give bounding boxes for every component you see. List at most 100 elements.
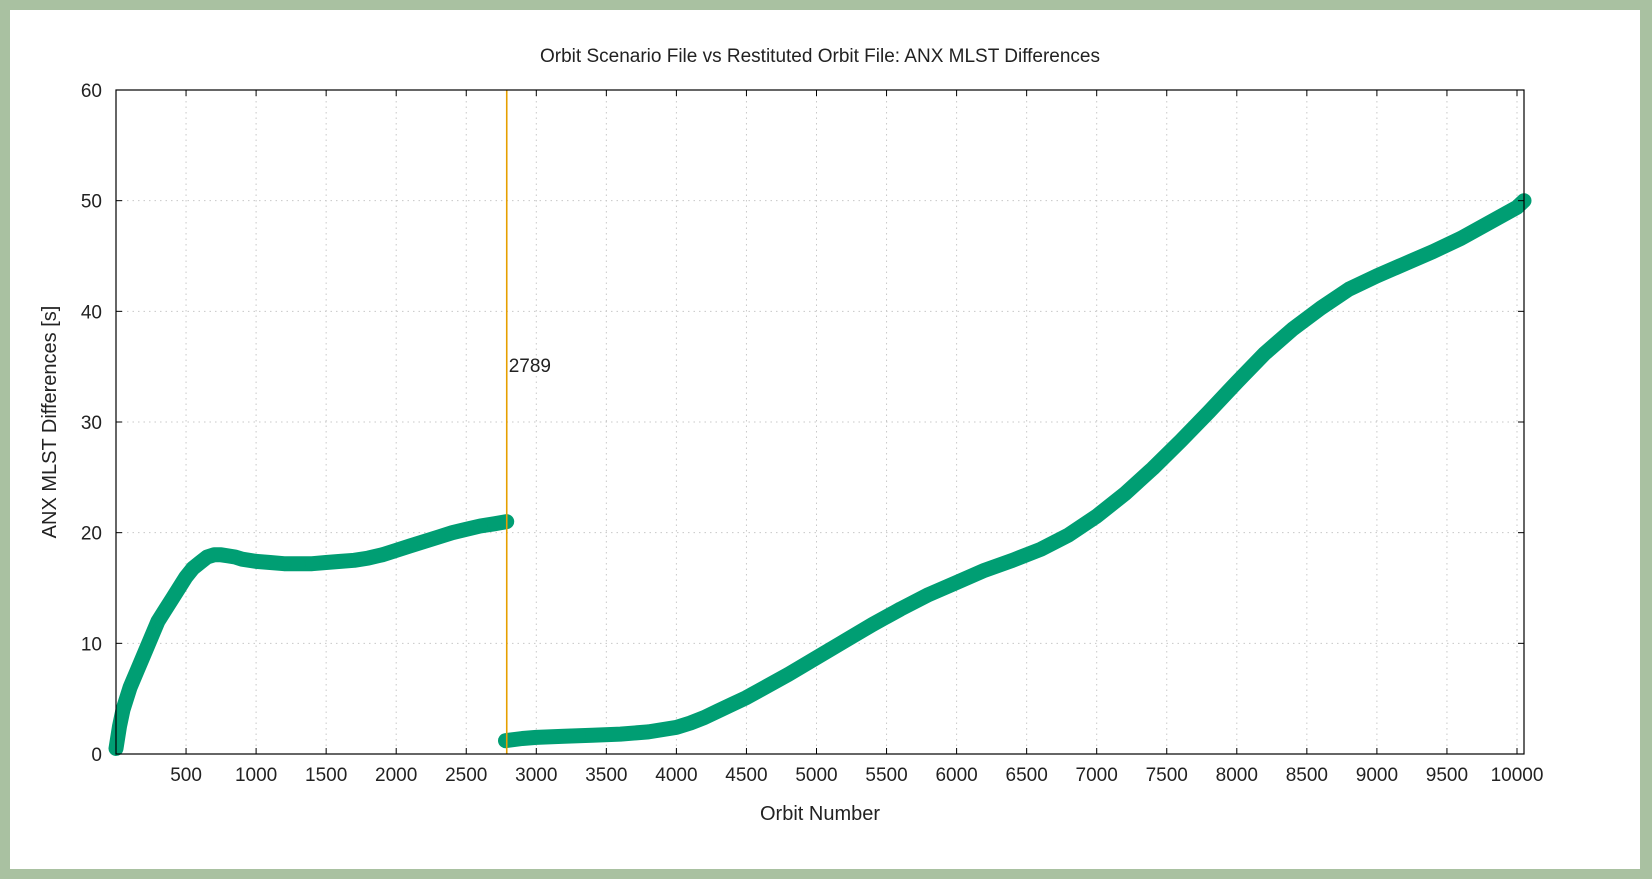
data-point bbox=[1061, 527, 1076, 542]
data-point bbox=[235, 552, 250, 567]
data-point bbox=[1145, 461, 1160, 476]
data-point bbox=[1229, 375, 1244, 390]
x-tick-label: 1000 bbox=[235, 765, 277, 786]
data-point bbox=[893, 602, 908, 617]
y-tick-label: 60 bbox=[81, 81, 102, 102]
data-point bbox=[921, 587, 936, 602]
data-point bbox=[1341, 282, 1356, 297]
chart-title: Orbit Scenario File vs Restituted Orbit … bbox=[540, 46, 1100, 67]
data-point bbox=[1033, 542, 1048, 557]
data-point bbox=[1201, 405, 1216, 420]
chart-canvas: 2789 500 1000 1500 2000 2500 3000 3500 4000 4500… bbox=[39, 46, 1544, 825]
data-point bbox=[403, 538, 418, 553]
x-tick-label: 3500 bbox=[585, 765, 627, 786]
data-point bbox=[487, 516, 502, 531]
x-tick-label: 10000 bbox=[1491, 765, 1544, 786]
data-point bbox=[158, 603, 173, 618]
data-point bbox=[361, 551, 376, 566]
marker-label: 2789 bbox=[509, 356, 551, 377]
data-series-1 bbox=[108, 514, 515, 756]
data-point bbox=[529, 730, 544, 745]
data-point bbox=[697, 710, 712, 725]
tick-layer: 500 1000 1500 2000 2500 3000 3500 4000 4500 5000 5… bbox=[81, 81, 1544, 786]
x-tick-label: 8500 bbox=[1286, 765, 1328, 786]
data-point bbox=[498, 733, 513, 748]
x-tick-label: 6500 bbox=[1006, 765, 1048, 786]
data-point bbox=[417, 534, 432, 549]
data-point bbox=[753, 682, 768, 697]
data-point bbox=[375, 547, 390, 562]
data-point bbox=[1397, 256, 1412, 271]
data-point bbox=[305, 556, 320, 571]
data-point bbox=[1425, 244, 1440, 259]
x-tick-label: 9000 bbox=[1356, 765, 1398, 786]
x-tick-label: 4500 bbox=[725, 765, 767, 786]
data-point bbox=[1285, 322, 1300, 337]
data-point bbox=[557, 729, 572, 744]
x-tick-label: 4000 bbox=[655, 765, 697, 786]
data-point bbox=[683, 716, 698, 731]
x-tick-label: 8000 bbox=[1216, 765, 1258, 786]
data-point bbox=[739, 690, 754, 705]
x-tick-label: 2000 bbox=[375, 765, 417, 786]
data-point bbox=[116, 702, 131, 717]
data-point bbox=[1313, 301, 1328, 316]
data-point bbox=[112, 719, 127, 734]
data-point bbox=[144, 630, 159, 645]
x-tick-label: 2500 bbox=[445, 765, 487, 786]
y-tick-label: 40 bbox=[81, 302, 102, 323]
data-point bbox=[277, 556, 292, 571]
data-point bbox=[347, 553, 362, 568]
data-point bbox=[249, 554, 264, 569]
data-point bbox=[431, 530, 446, 545]
data-point bbox=[263, 555, 278, 570]
series-layer bbox=[108, 193, 1532, 756]
y-tick-label: 50 bbox=[81, 192, 102, 213]
data-point bbox=[1481, 215, 1496, 230]
data-point bbox=[613, 727, 628, 742]
data-point bbox=[1257, 346, 1272, 361]
y-axis-title: ANX MLST Differences [s] bbox=[39, 306, 61, 539]
data-point bbox=[865, 617, 880, 632]
data-point bbox=[949, 575, 964, 590]
data-point bbox=[1089, 509, 1104, 524]
x-tick-label: 7500 bbox=[1146, 765, 1188, 786]
chart-frame: 2789 500 1000 1500 2000 2500 3000 3500 4000 4500… bbox=[10, 10, 1640, 869]
x-tick-label: 7000 bbox=[1076, 765, 1118, 786]
data-point bbox=[669, 720, 684, 735]
data-point bbox=[445, 525, 460, 540]
data-point bbox=[515, 731, 530, 746]
data-point bbox=[151, 614, 166, 629]
data-point bbox=[172, 581, 187, 595]
data-point bbox=[291, 556, 306, 571]
x-tick-label: 9500 bbox=[1426, 765, 1468, 786]
data-point bbox=[137, 647, 152, 662]
data-point bbox=[473, 519, 488, 534]
data-point bbox=[781, 667, 796, 682]
data-point bbox=[1369, 268, 1384, 283]
data-point bbox=[459, 522, 474, 537]
data-point bbox=[1173, 433, 1188, 448]
y-tick-label: 20 bbox=[81, 524, 102, 545]
y-tick-label: 10 bbox=[81, 634, 102, 655]
y-tick-label: 0 bbox=[91, 745, 102, 766]
data-point bbox=[123, 680, 138, 695]
x-tick-label: 5000 bbox=[795, 765, 837, 786]
data-point bbox=[641, 724, 656, 739]
x-tick-label: 1500 bbox=[305, 765, 347, 786]
data-point bbox=[1005, 553, 1020, 568]
data-point bbox=[1117, 486, 1132, 501]
annotation-layer: 2789 bbox=[505, 90, 551, 754]
data-point bbox=[389, 543, 404, 558]
data-point bbox=[1453, 231, 1468, 246]
data-point bbox=[130, 664, 145, 678]
x-axis-title: Orbit Number bbox=[760, 803, 880, 825]
data-point bbox=[725, 697, 740, 712]
x-tick-label: 3000 bbox=[515, 765, 557, 786]
data-point bbox=[711, 703, 726, 718]
y-tick-label: 30 bbox=[81, 413, 102, 434]
data-point bbox=[333, 554, 348, 569]
data-point bbox=[319, 555, 334, 570]
x-tick-label: 6000 bbox=[935, 765, 977, 786]
data-point bbox=[165, 592, 180, 607]
